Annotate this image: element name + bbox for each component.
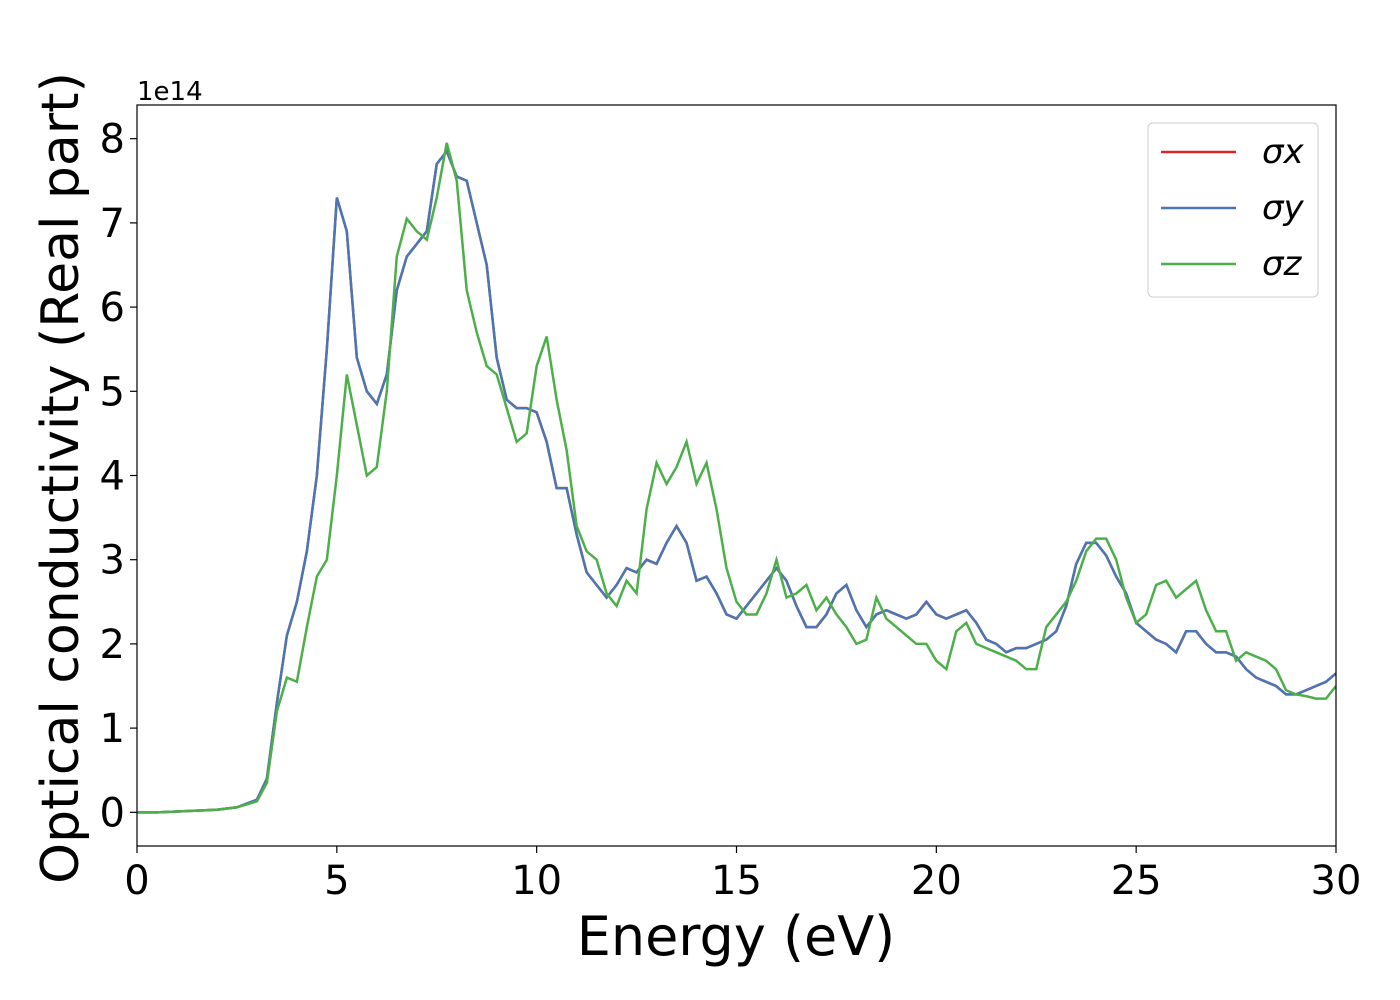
x-tick-label: 30 bbox=[1311, 858, 1362, 904]
y-tick-label: 4 bbox=[100, 454, 125, 500]
y-tick-label: 6 bbox=[100, 285, 125, 331]
x-tick-label: 0 bbox=[124, 858, 149, 904]
y-tick-label: 2 bbox=[100, 622, 125, 668]
y-offset-label: 1e14 bbox=[137, 77, 203, 107]
x-tick-label: 5 bbox=[324, 858, 349, 904]
y-tick-label: 5 bbox=[100, 369, 125, 415]
x-tick-label: 10 bbox=[511, 858, 562, 904]
y-axis-label: Optical conductivity (Real part) bbox=[31, 72, 91, 884]
x-tick-label: 15 bbox=[711, 858, 762, 904]
legend-label: σz bbox=[1262, 244, 1303, 284]
plot-frame bbox=[136, 104, 1337, 847]
y-tick-label: 1 bbox=[100, 706, 125, 752]
legend-label: σy bbox=[1262, 188, 1305, 228]
y-tick-label: 3 bbox=[100, 538, 125, 584]
x-tick-label: 20 bbox=[911, 858, 962, 904]
legend-box bbox=[1147, 122, 1319, 298]
x-axis-label: Energy (eV) bbox=[577, 905, 896, 968]
y-tick-label: 0 bbox=[100, 790, 125, 836]
series-line bbox=[137, 142, 1336, 814]
y-tick-label: 8 bbox=[100, 117, 125, 163]
legend-label: σx bbox=[1262, 132, 1305, 172]
y-tick-label: 7 bbox=[100, 201, 125, 247]
x-tick-label: 25 bbox=[1111, 858, 1162, 904]
